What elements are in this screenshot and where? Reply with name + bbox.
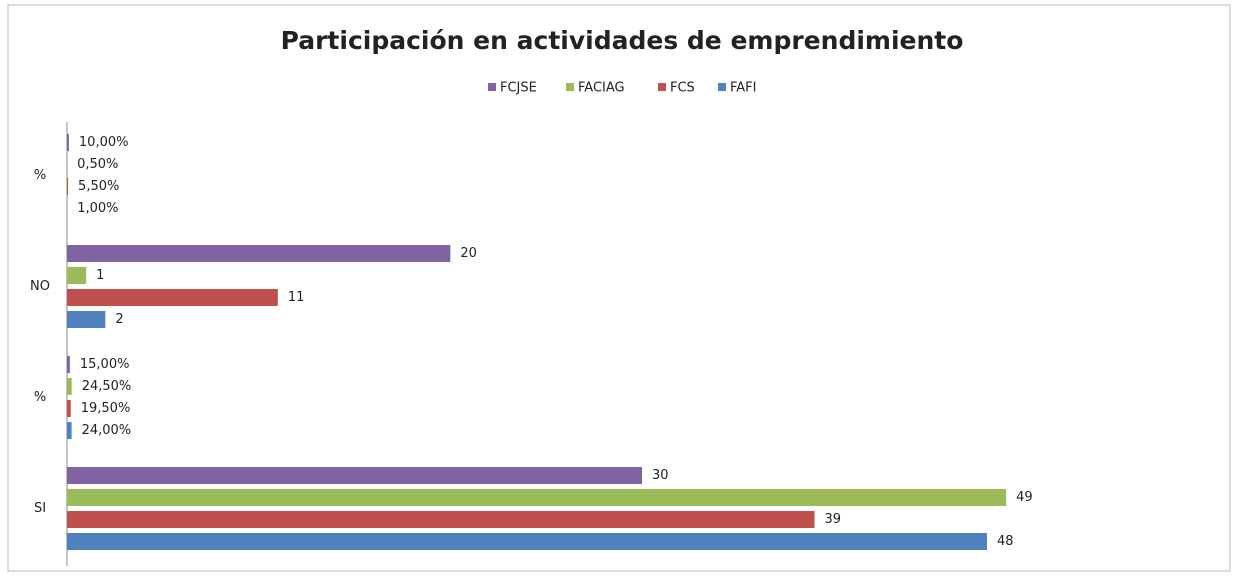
data-label: 1 [96, 268, 104, 283]
bar [67, 422, 72, 439]
legend-swatch [718, 83, 726, 91]
data-label: 19,50% [81, 401, 131, 416]
bar [67, 311, 106, 328]
y-tick-label: SI [34, 501, 46, 516]
data-label: 24,00% [82, 423, 132, 438]
data-label: 5,50% [78, 179, 119, 194]
legend-label: FAFI [730, 81, 757, 96]
legend-label: FCJSE [500, 81, 537, 96]
bar [67, 489, 1007, 506]
legend-swatch [658, 83, 666, 91]
y-tick-label: % [34, 168, 46, 183]
bar [67, 533, 987, 550]
legend-label: FACIAG [578, 81, 625, 96]
bar [67, 467, 642, 484]
data-label: 49 [1016, 490, 1033, 505]
legend-swatch [566, 83, 574, 91]
bar [67, 178, 69, 195]
data-label: 30 [652, 468, 669, 483]
data-label: 1,00% [77, 201, 118, 216]
data-label: 11 [288, 290, 305, 305]
y-tick-label: NO [30, 279, 50, 294]
y-tick-label: % [34, 390, 46, 405]
data-label: 15,00% [80, 357, 130, 372]
bar [67, 245, 451, 262]
bar [67, 511, 815, 528]
chart-title: Participación en actividades de emprendi… [281, 26, 964, 55]
data-label: 24,50% [82, 379, 132, 394]
legend-label: FCS [670, 81, 695, 96]
bar [67, 289, 278, 306]
data-label: 0,50% [77, 157, 118, 172]
bar [67, 356, 70, 373]
data-label: 20 [460, 246, 477, 261]
legend-swatch [488, 83, 496, 91]
data-label: 48 [997, 534, 1014, 549]
data-label: 39 [825, 512, 842, 527]
data-label: 2 [115, 312, 123, 327]
data-label: 10,00% [79, 135, 129, 150]
bar [67, 400, 71, 417]
bar [67, 267, 87, 284]
bar [67, 378, 72, 395]
bar [67, 134, 69, 151]
